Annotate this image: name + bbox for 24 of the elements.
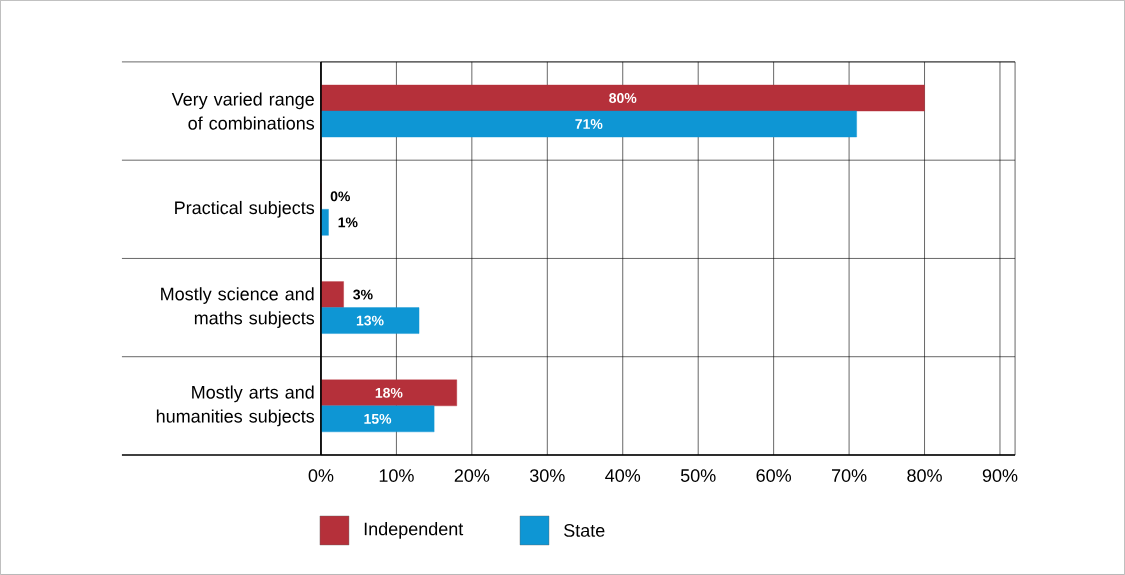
x-tick-label: 50% xyxy=(680,469,716,482)
y-tick-label: Mostly science and maths subjects xyxy=(161,287,315,329)
x-tick-label: 60% xyxy=(756,469,792,482)
x-tick-label: 30% xyxy=(529,469,565,482)
data-label: 18% xyxy=(375,387,403,398)
y-tick-label: Practical subjects xyxy=(175,200,315,218)
legend-label: Independent xyxy=(364,522,464,539)
y-tick-label: Very varied range of combinations xyxy=(171,92,315,130)
x-tick-label: 40% xyxy=(605,469,641,482)
data-label: 1% xyxy=(338,217,358,228)
x-tick-label: 70% xyxy=(832,469,867,482)
data-label: 13% xyxy=(356,315,384,326)
x-tick-label: 10% xyxy=(379,469,414,482)
data-label: 80% xyxy=(609,93,637,104)
y-tick-label: Mostly arts and humanities subjects xyxy=(156,385,315,427)
data-label: 71% xyxy=(575,119,603,130)
x-tick-label: 80% xyxy=(907,469,942,482)
legend-label: State xyxy=(564,524,605,537)
x-tick-label: 0% xyxy=(308,469,334,482)
x-tick-label: 90% xyxy=(982,469,1018,482)
data-label: 0% xyxy=(330,191,351,202)
data-label: 3% xyxy=(353,289,373,300)
x-tick-label: 20% xyxy=(454,469,490,482)
data-label: 15% xyxy=(364,413,392,424)
